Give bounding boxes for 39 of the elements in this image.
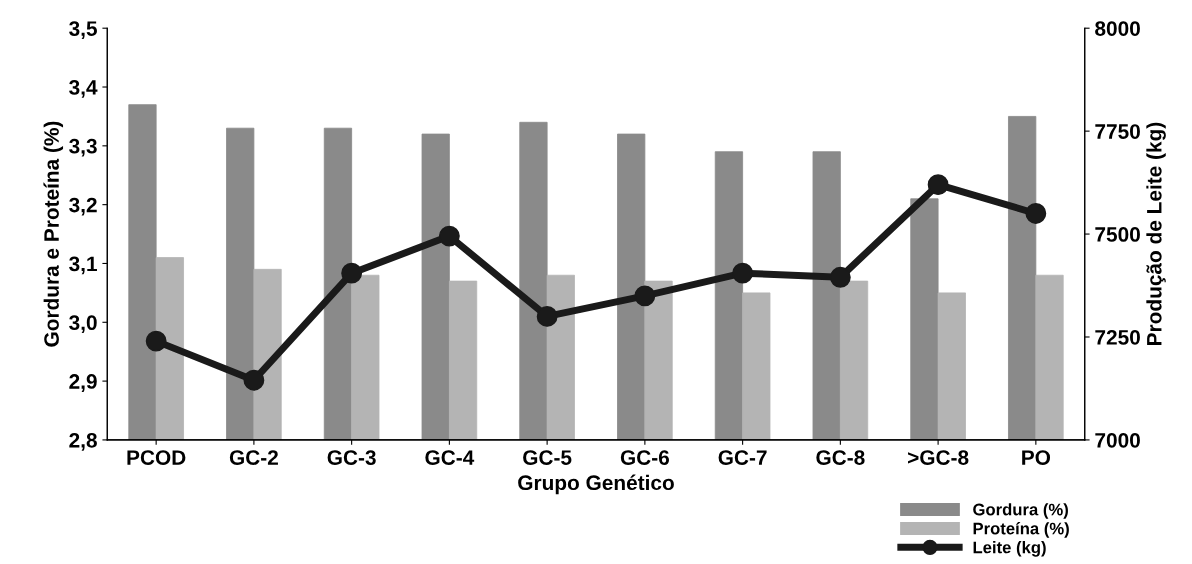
y-tick-label: 3,5 <box>69 21 97 39</box>
x-tick-label: GC-6 <box>620 450 670 465</box>
y-tick-label: 3,4 <box>69 80 98 98</box>
point <box>243 369 265 391</box>
x-tick-label: GC-2 <box>229 450 278 465</box>
y2-tick-label: 8000 <box>1095 21 1140 36</box>
point <box>634 285 656 307</box>
y-tick-label: 3,3 <box>69 138 97 157</box>
y-tick-label: 3,0 <box>69 315 97 334</box>
legend-label: Gordura (%) <box>973 503 1068 519</box>
x-tick-label: >GC-8 <box>908 450 969 465</box>
y-tick-label: 3,1 <box>69 256 97 275</box>
x-tick-label: PCOD <box>127 450 186 465</box>
point <box>1025 203 1047 224</box>
legend-label: Proteína (%) <box>973 522 1069 538</box>
y2-tick-label: 7500 <box>1095 227 1140 242</box>
point <box>145 330 167 352</box>
point <box>341 262 363 284</box>
y-tick-label: 2,9 <box>69 374 97 392</box>
point <box>732 262 754 284</box>
y2-tick-label: 7250 <box>1095 329 1140 345</box>
point <box>438 225 460 247</box>
point <box>829 266 851 288</box>
y-tick-label: 3,2 <box>69 197 97 216</box>
x-tick-label: GC-4 <box>425 450 475 465</box>
y2-axis-title: Produção de Leite (kg) <box>1146 122 1166 345</box>
point <box>536 305 558 327</box>
y-axis-title: Gordura e Proteína (%) <box>43 121 64 347</box>
x-tick-label: GC-7 <box>718 450 767 465</box>
x-tick-label: GC-5 <box>523 450 572 465</box>
point <box>927 174 949 196</box>
y-tick-label: 2,8 <box>69 432 97 451</box>
y2-tick-label: 7750 <box>1095 124 1140 139</box>
legend-label: Leite (kg) <box>973 541 1046 557</box>
x-tick-label: GC-3 <box>327 450 376 465</box>
x-axis-title: Grupo Genético <box>518 474 674 495</box>
x-tick-label: PO <box>1022 450 1051 465</box>
x-tick-label: GC-8 <box>816 450 865 465</box>
y2-tick-label: 7000 <box>1095 432 1140 448</box>
